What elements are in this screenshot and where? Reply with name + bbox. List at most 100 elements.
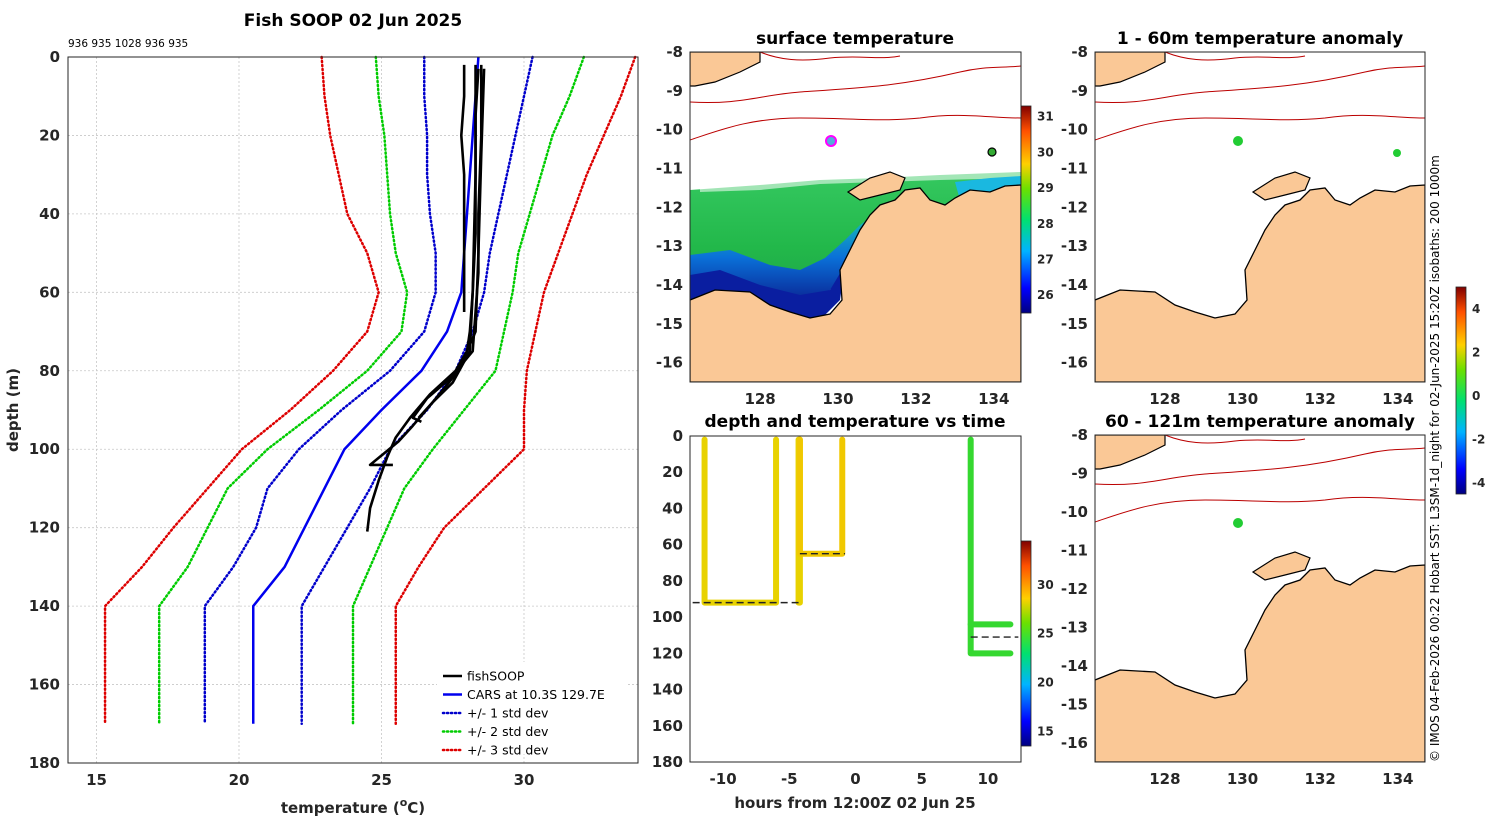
map-ytick-label: -8 xyxy=(1071,426,1088,444)
profile-series-line xyxy=(103,55,380,726)
profile-ylabel: depth (m) xyxy=(4,368,22,452)
map-ytick-label: -9 xyxy=(666,82,683,100)
anomaly1-land xyxy=(1095,184,1425,382)
profile-ytick-label: 140 xyxy=(29,597,60,615)
anomaly2-ticks: 128 130 132 134 -8 -9 -10 -11 -12 -13 -14 -15 -16 xyxy=(1061,426,1414,788)
profile-series-line xyxy=(252,56,480,724)
sst-ticks: 128 130 132 134 -8 -9 -10 -11 -12 -13 -14 -15 -16 xyxy=(656,43,1010,408)
map-ytick-label: -9 xyxy=(1071,464,1088,482)
legend-label: +/- 2 std dev xyxy=(467,724,549,739)
timeseries-track xyxy=(967,621,1014,657)
timeseries-ytick-label: 160 xyxy=(652,717,683,735)
timeseries-track xyxy=(701,436,780,606)
profile-annotation: 936 935 1028 936 935 xyxy=(68,38,188,50)
profile-title: Fish SOOP 02 Jun 2025 xyxy=(244,11,462,31)
profile-series-line xyxy=(157,55,409,726)
profile-panel: Fish SOOP 02 Jun 2025 936 935 1028 936 9… xyxy=(4,11,639,817)
profile-ytick-label: 80 xyxy=(39,362,60,380)
map-xtick-label: 128 xyxy=(744,390,775,408)
map-xtick-label: 132 xyxy=(1305,770,1336,788)
map-ytick-label: -13 xyxy=(1061,618,1088,636)
colorbar-tick-label: 26 xyxy=(1037,288,1054,302)
timeseries-tracks xyxy=(692,436,1019,657)
fishsoop-profile-line xyxy=(459,64,466,312)
timeseries-ytick-label: 100 xyxy=(652,608,683,626)
map-ytick-label: -15 xyxy=(1061,315,1088,333)
profile-ytick-label: 180 xyxy=(29,754,60,772)
timeseries-ytick-label: 80 xyxy=(662,572,683,590)
colorbar-tick-label: 30 xyxy=(1037,578,1054,592)
timeseries-colorbar xyxy=(1020,540,1032,747)
timeseries-xtick-label: 10 xyxy=(977,770,998,788)
map-xtick-label: 132 xyxy=(1305,390,1336,408)
map-ytick-label: -14 xyxy=(656,276,683,294)
map-xtick-label: 132 xyxy=(900,390,931,408)
profile-ticks: 15 20 25 30 0 20 40 60 80 100 120 140 160 180 xyxy=(29,48,535,789)
profile-series-line xyxy=(394,55,637,726)
timeseries-xlabel: hours from 12:00Z 02 Jun 25 xyxy=(734,794,975,812)
map-ytick-label: -14 xyxy=(1061,276,1088,294)
anomaly-colorbar-ticks: -4 -2 0 2 4 xyxy=(1472,302,1485,490)
colorbar-tick-label: 25 xyxy=(1037,627,1054,641)
anomaly1-map xyxy=(1095,52,1425,382)
profile-series xyxy=(103,55,637,726)
legend-label: +/- 1 std dev xyxy=(467,706,549,721)
sst-colorbar-ticks: 26 27 28 29 30 31 xyxy=(1037,110,1054,302)
profile-ytick-label: 100 xyxy=(29,440,60,458)
profile-ytick-label: 40 xyxy=(39,205,60,223)
colorbar-tick-label: -4 xyxy=(1472,476,1485,490)
map-ytick-label: -13 xyxy=(1061,237,1088,255)
timeseries-xtick-label: 5 xyxy=(916,770,926,788)
profile-ytick-label: 20 xyxy=(39,126,60,144)
map-xtick-label: 134 xyxy=(1382,390,1413,408)
profile-series-line xyxy=(351,55,586,726)
map-ytick-label: -10 xyxy=(1061,121,1088,139)
map-xtick-label: 134 xyxy=(1382,770,1413,788)
anomaly2-point-fishsoop xyxy=(1233,518,1243,528)
profile-axes-box xyxy=(67,56,639,764)
profile-xtick-label: 25 xyxy=(371,771,392,789)
profile-xtick-label: 15 xyxy=(86,771,107,789)
map-ytick-label: -15 xyxy=(1061,695,1088,713)
colorbar-tick-label: -2 xyxy=(1472,433,1485,447)
map-ytick-label: -12 xyxy=(1061,198,1088,216)
timeseries-colorbar-ticks: 15 20 25 30 xyxy=(1037,578,1054,738)
profile-legend: fishSOOP CARS at 10.3S 129.7E +/- 1 std de… xyxy=(437,662,627,758)
sst-panel: surface temperature 128 130 132 134 -8 -9 -10 -… xyxy=(656,29,1054,408)
profile-xtick-label: 30 xyxy=(514,771,535,789)
sst-title: surface temperature xyxy=(756,29,954,49)
colorbar-tick-label: 2 xyxy=(1472,345,1480,359)
map-xtick-label: 130 xyxy=(1227,770,1258,788)
anomaly1-panel: 1 - 60m temperature anomaly 128 130 132 134… xyxy=(1061,29,1426,408)
map-ytick-label: -16 xyxy=(1061,734,1088,752)
map-ytick-label: -16 xyxy=(1061,354,1088,372)
map-ytick-label: -11 xyxy=(1061,541,1088,559)
legend-label: CARS at 10.3S 129.7E xyxy=(467,687,605,702)
timeseries-xtick-label: -5 xyxy=(781,770,798,788)
sst-land xyxy=(690,184,1021,382)
colorbar-tick-label: 29 xyxy=(1037,181,1054,195)
map-ytick-label: -14 xyxy=(1061,657,1088,675)
timeseries-track xyxy=(967,436,1014,628)
fishsoop-profile-line xyxy=(368,68,486,467)
colorbar-tick-label: 0 xyxy=(1472,389,1480,403)
timeseries-ytick-label: 140 xyxy=(652,681,683,699)
timeseries-ytick-label: 120 xyxy=(652,644,683,662)
map-ytick-label: -16 xyxy=(656,354,683,372)
map-ytick-label: -8 xyxy=(1071,43,1088,61)
timeseries-xtick-label: 0 xyxy=(850,770,860,788)
legend-label: fishSOOP xyxy=(467,669,525,684)
map-xtick-label: 134 xyxy=(978,390,1009,408)
profile-ytick-label: 160 xyxy=(29,676,60,694)
colorbar-tick-label: 31 xyxy=(1037,110,1054,124)
credit-text: © IMOS 04-Feb-2026 00:22 Hobart SST: L3S… xyxy=(1428,155,1442,762)
map-ytick-label: -12 xyxy=(1061,580,1088,598)
timeseries-panel: depth and temperature vs time -10 -5 0 5 100… xyxy=(652,412,1054,812)
timeseries-title: depth and temperature vs time xyxy=(705,412,1006,432)
colorbar-tick-label: 28 xyxy=(1037,217,1054,231)
map-xtick-label: 128 xyxy=(1149,390,1180,408)
map-ytick-label: -12 xyxy=(656,198,683,216)
colorbar-tick-label: 20 xyxy=(1037,676,1054,690)
anomaly1-point-fishsoop xyxy=(1233,136,1243,146)
